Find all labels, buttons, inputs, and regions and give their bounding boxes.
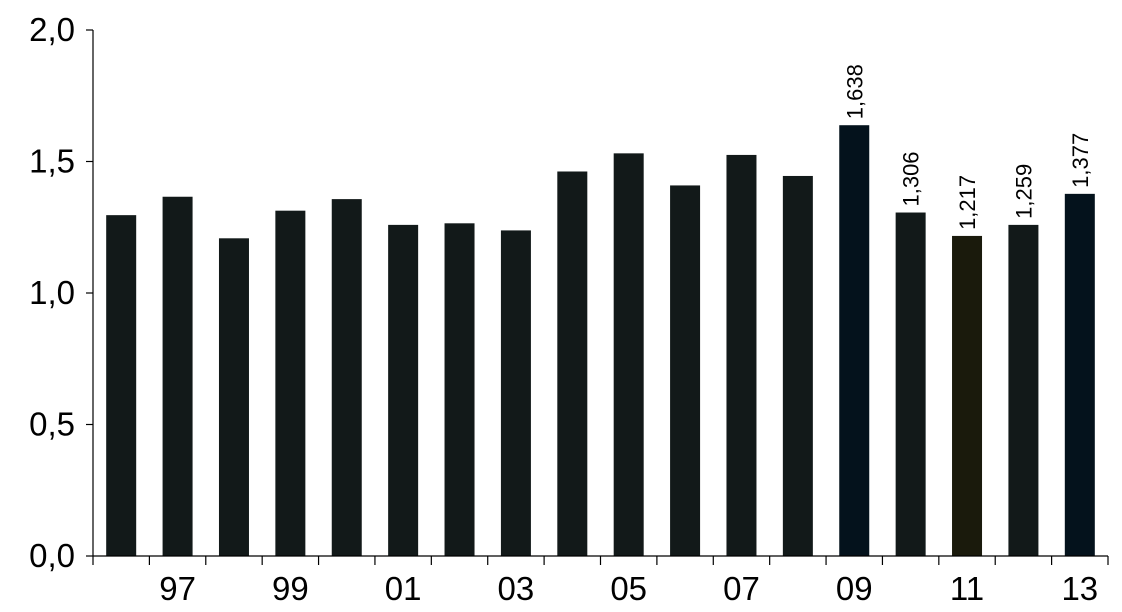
bar-04 xyxy=(557,171,588,557)
x-tick-label-97: 97 xyxy=(159,570,196,607)
bar-12 xyxy=(1008,224,1039,556)
bar-09 xyxy=(839,125,870,557)
bar-08 xyxy=(782,175,813,556)
x-tick-label-13: 13 xyxy=(1061,570,1098,607)
x-tick-label-11: 11 xyxy=(950,570,984,607)
bar-97 xyxy=(162,196,193,557)
bar-11 xyxy=(952,235,983,556)
x-tick-label-99: 99 xyxy=(272,570,309,607)
y-tick-label: 2,0 xyxy=(29,11,75,48)
y-tick-label: 0,0 xyxy=(29,537,75,574)
y-tick-label: 1,5 xyxy=(29,143,75,180)
y-tick-label: 1,0 xyxy=(29,274,75,311)
bar-07 xyxy=(726,154,757,556)
data-label-12: 1,259 xyxy=(1011,164,1036,219)
x-tick-label-03: 03 xyxy=(498,570,535,607)
bars-layer xyxy=(106,125,1095,557)
bar-02 xyxy=(444,223,475,556)
y-tick-label: 0,5 xyxy=(29,406,75,443)
x-tick-label-05: 05 xyxy=(610,570,647,607)
bar-01 xyxy=(388,224,419,556)
bar-99 xyxy=(275,210,306,556)
axes-layer xyxy=(86,29,1109,565)
x-tick-label-09: 09 xyxy=(836,570,873,607)
x-tick-label-01: 01 xyxy=(385,570,422,607)
bar-13 xyxy=(1064,193,1095,556)
labels-layer: 1,638 1,306 1,217 1,259 1,377 0,0 0,5 1,0 1,5 2,0… xyxy=(29,11,1098,607)
x-tick-label-07: 07 xyxy=(723,570,760,607)
data-label-09: 1,638 xyxy=(842,64,867,119)
data-label-11: 1,217 xyxy=(955,175,980,230)
data-label-13: 1,377 xyxy=(1068,133,1093,188)
data-label-10: 1,306 xyxy=(899,151,924,206)
bar-05 xyxy=(613,153,644,556)
bar-98 xyxy=(218,238,249,557)
bar-10 xyxy=(895,212,926,556)
bar-06 xyxy=(670,185,701,556)
bar-96 xyxy=(106,215,137,556)
bar-00 xyxy=(331,199,362,557)
bar-03 xyxy=(500,230,531,556)
